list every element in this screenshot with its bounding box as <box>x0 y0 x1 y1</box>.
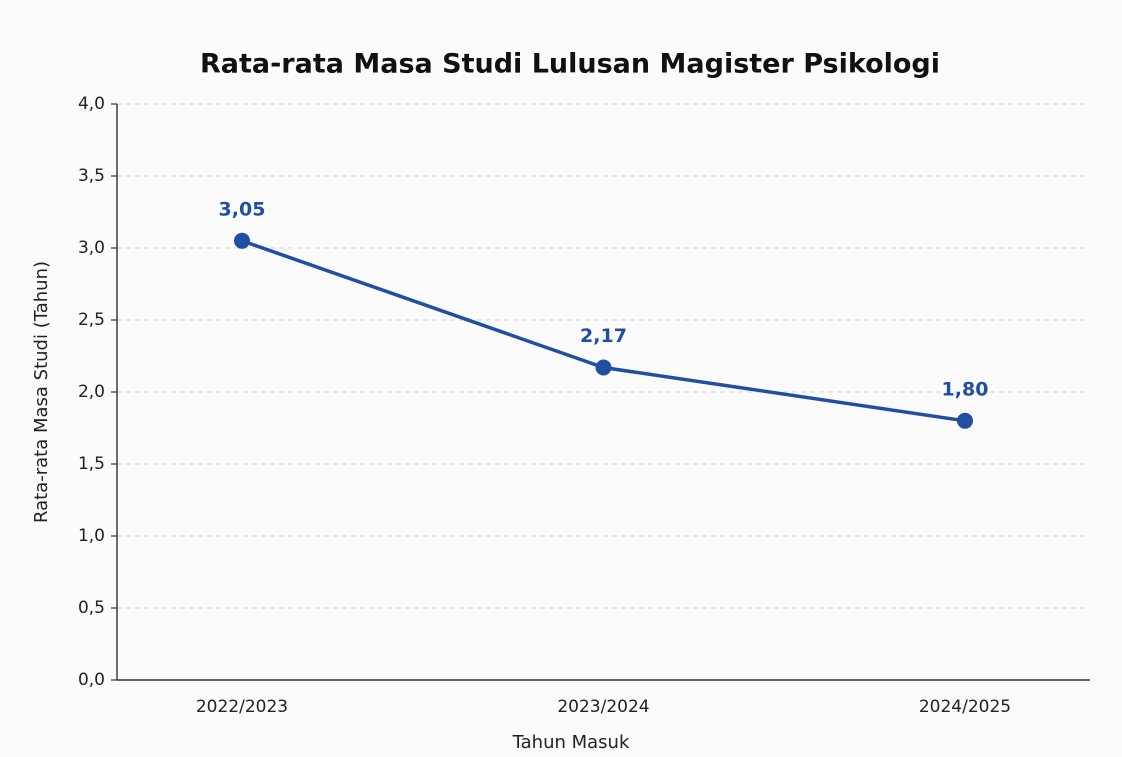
y-tick-label: 4,0 <box>78 94 105 114</box>
x-tick-label: 2023/2024 <box>557 697 649 717</box>
y-tick-label: 0,0 <box>78 670 105 690</box>
x-tick-label: 2022/2023 <box>196 697 288 717</box>
x-tick-label: 2024/2025 <box>919 697 1011 717</box>
chart-title: Rata-rata Masa Studi Lulusan Magister Ps… <box>200 49 940 80</box>
point <box>234 232 250 249</box>
point <box>595 359 612 376</box>
data-label: 2,17 <box>580 325 627 347</box>
data-label: 1,80 <box>942 378 989 400</box>
y-tick-label: 0,5 <box>78 598 105 618</box>
y-axis-label: Rata-rata Masa Studi (Tahun) <box>31 261 52 523</box>
y-tick-label: 1,0 <box>78 526 105 546</box>
y-tick-label: 1,5 <box>78 454 105 474</box>
data-label: 3,05 <box>219 198 266 220</box>
point <box>957 412 973 429</box>
x-axis-label: Tahun Masuk <box>512 732 630 753</box>
y-tick-label: 2,5 <box>78 310 105 330</box>
y-tick-label: 2,0 <box>78 382 105 402</box>
y-tick-label: 3,5 <box>78 166 105 186</box>
y-tick-label: 3,0 <box>78 238 105 258</box>
